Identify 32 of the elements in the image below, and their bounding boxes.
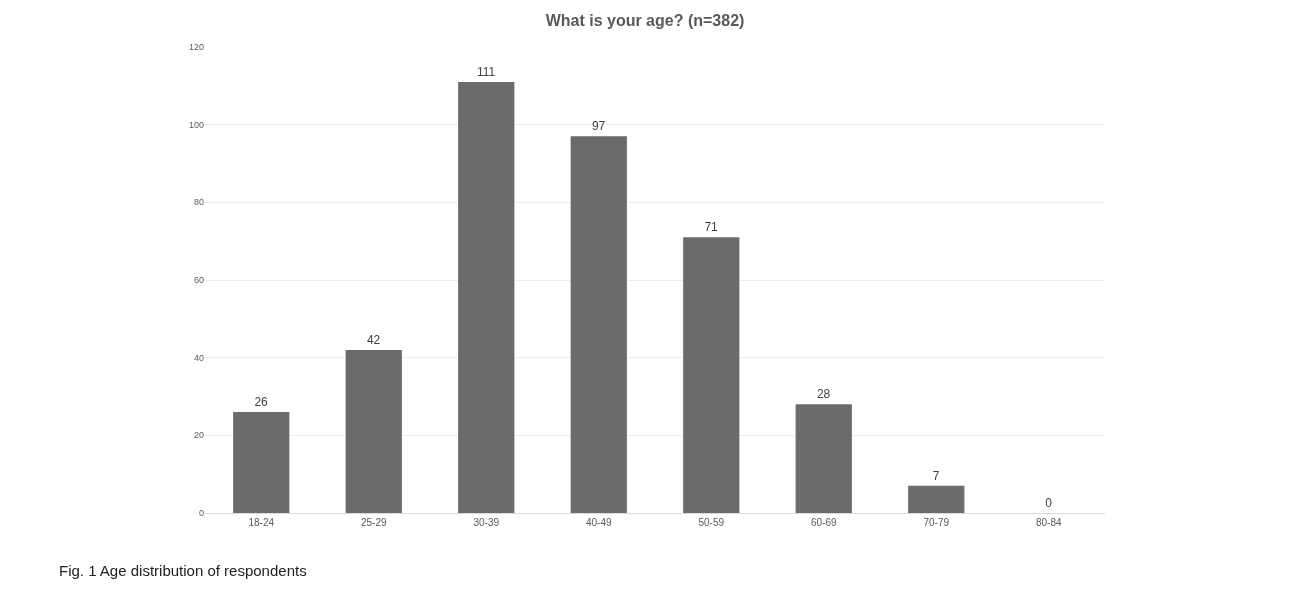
bar <box>345 349 402 513</box>
y-tick-label: 120 <box>188 42 204 53</box>
data-label: 26 <box>254 395 269 410</box>
data-label: 28 <box>816 387 831 402</box>
y-tick-label: 0 <box>198 508 204 519</box>
y-tick-label: 40 <box>193 352 204 363</box>
x-tick-label: 70-79 <box>923 517 950 528</box>
bar <box>233 412 290 513</box>
bar <box>570 136 627 513</box>
data-label: 7 <box>932 468 940 483</box>
x-tick-label: 50-59 <box>698 517 725 528</box>
bar <box>683 237 740 513</box>
caption: Fig. 1 Age distribution of respondents <box>59 562 307 579</box>
x-tick-label: 40-49 <box>585 517 612 528</box>
x-tick-label: 60-69 <box>810 517 837 528</box>
bar <box>795 404 852 513</box>
bar <box>908 485 965 513</box>
x-tick-label: 18-24 <box>248 517 275 528</box>
y-tick-label: 60 <box>193 275 204 286</box>
x-tick-label: 80-84 <box>1035 517 1062 528</box>
chart-title: What is your age? (n=382) <box>545 12 745 30</box>
y-tick-label: 80 <box>193 197 204 208</box>
y-tick-label: 20 <box>193 430 204 441</box>
data-label: 97 <box>591 119 606 134</box>
bar <box>458 81 515 513</box>
x-tick-label: 30-39 <box>473 517 500 528</box>
data-label: 111 <box>476 64 496 79</box>
y-tick-label: 100 <box>188 119 204 130</box>
data-label: 0 <box>1045 496 1053 510</box>
data-label: 71 <box>704 220 719 235</box>
data-label: 42 <box>366 332 381 347</box>
x-tick-label: 25-29 <box>360 517 387 528</box>
